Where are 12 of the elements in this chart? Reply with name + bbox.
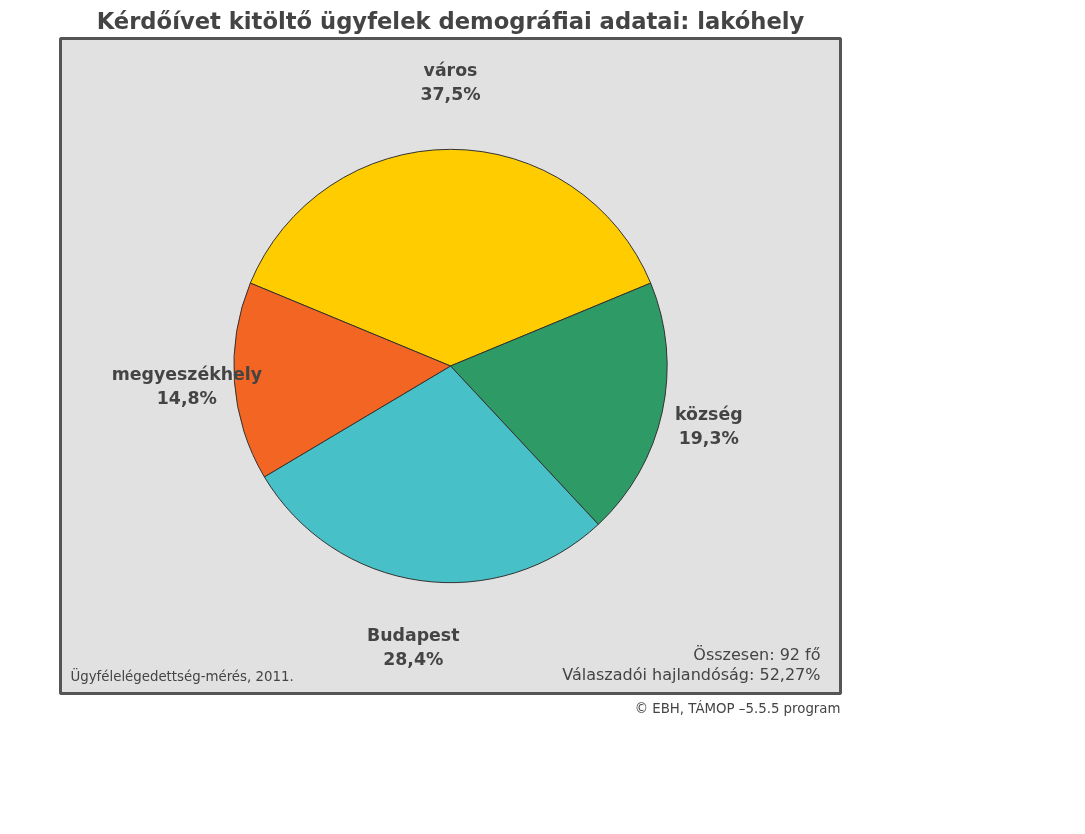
data-label: 19,3%: [678, 428, 739, 449]
text: © EBH, TÁMOP –5.5.5 program: [634, 699, 841, 716]
slice-label: város: [423, 60, 478, 81]
slice-label: község: [675, 404, 743, 425]
chart-title: Kérdőívet kitöltő ügyfelek demográfiai adatai: lakóhely: [96, 7, 805, 34]
data-label: 28,4%: [383, 649, 444, 669]
text: Válaszadói hajlandóság: 52,27%: [562, 664, 821, 684]
slice-label: Budapest: [367, 625, 460, 645]
data-label: 14,8%: [156, 388, 217, 409]
data-label: 37,5%: [420, 84, 481, 105]
text: Ügyfélelégedettség-mérés, 2011.: [70, 666, 294, 684]
text: Összesen: 92 fő: [693, 644, 821, 664]
